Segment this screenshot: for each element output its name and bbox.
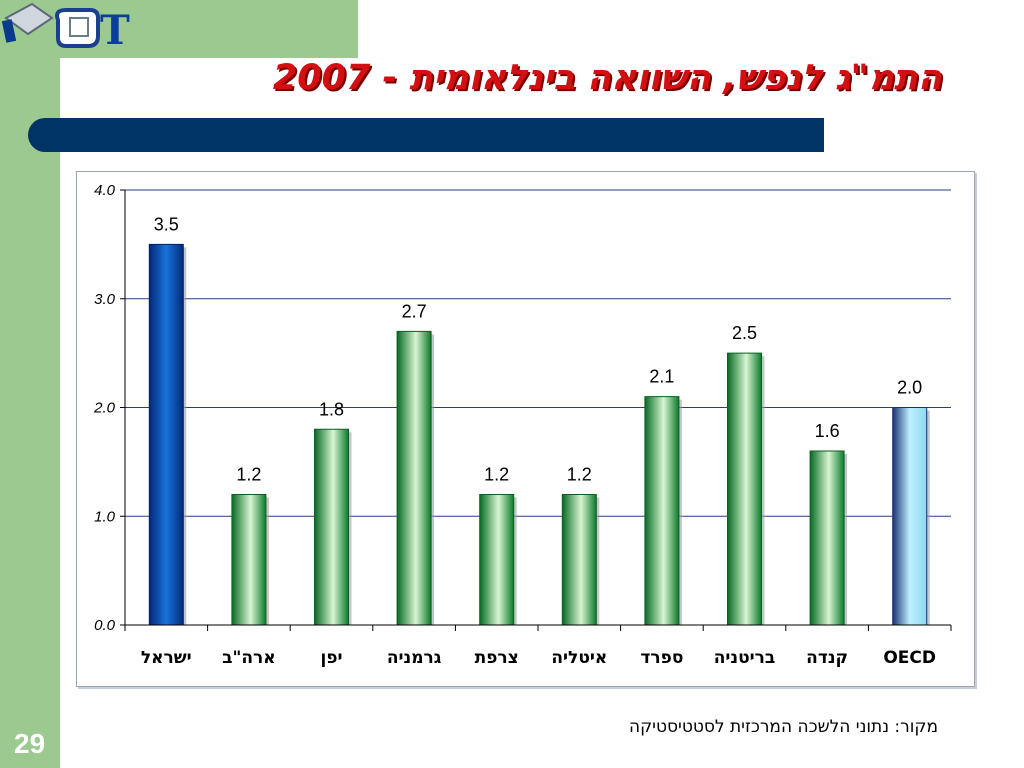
bar	[479, 494, 515, 626]
bar-value-label: 2.1	[649, 367, 674, 387]
x-category-label: ארה"ב	[222, 648, 276, 668]
bar	[148, 243, 184, 626]
slide-title: התמ"ג לנפש, השוואה בינלאומית - 2007	[272, 58, 942, 98]
bar	[231, 494, 267, 626]
x-category-label: ישראל	[141, 648, 192, 668]
x-category-label: OECD	[883, 648, 936, 668]
bar-value-label: 1.2	[567, 465, 592, 485]
bar	[809, 450, 845, 626]
bar	[892, 407, 928, 626]
bar-value-label: 1.2	[484, 465, 509, 485]
y-tick-label: 0.0	[94, 617, 116, 634]
bar-value-label: 1.6	[815, 421, 840, 441]
x-category-label: איטליה	[551, 648, 607, 668]
x-category-label: קנדה	[806, 648, 848, 668]
title-underline-bar	[28, 118, 824, 152]
page-number: 29	[14, 728, 46, 759]
bar	[644, 396, 680, 626]
y-tick-label: 4.0	[94, 182, 116, 199]
y-tick-label: 3.0	[94, 291, 116, 308]
bar-value-label: 2.7	[402, 301, 427, 321]
left-accent-band	[0, 0, 60, 768]
bar	[561, 494, 597, 626]
x-category-label: בריטניה	[714, 648, 776, 668]
bar	[727, 352, 762, 626]
chart-frame: 0.0 1.0 2.0 3.0 4.0 3.5 ישראל 1.2 ארה"ב 1.8 יפן 2.7…	[76, 171, 975, 687]
y-tick-label: 2.0	[93, 400, 116, 417]
x-category-label: צרפת	[475, 648, 519, 668]
bar	[314, 428, 349, 626]
bar-value-label: 1.2	[236, 465, 261, 485]
jct-logo: T	[1, 2, 130, 54]
source-note: מקור: נתוני הלשכה המרכזית לסטטיסטיקה	[629, 717, 938, 737]
svg-text:T: T	[100, 7, 130, 54]
bar-value-label: 2.5	[732, 323, 757, 343]
bar-value-label: 2.0	[897, 378, 922, 398]
x-category-label: גרמניה	[387, 648, 442, 668]
bar-value-label: 1.8	[319, 399, 344, 419]
x-category-label: ספרד	[640, 648, 683, 668]
x-category-label: יפן	[320, 648, 342, 668]
bar-value-label: 3.5	[154, 214, 179, 234]
bar	[396, 330, 432, 626]
y-tick-label: 1.0	[94, 508, 116, 525]
gdp-per-capita-bar-chart: 0.0 1.0 2.0 3.0 4.0 3.5 ישראל 1.2 ארה"ב 1.8 יפן 2.7…	[93, 182, 952, 668]
